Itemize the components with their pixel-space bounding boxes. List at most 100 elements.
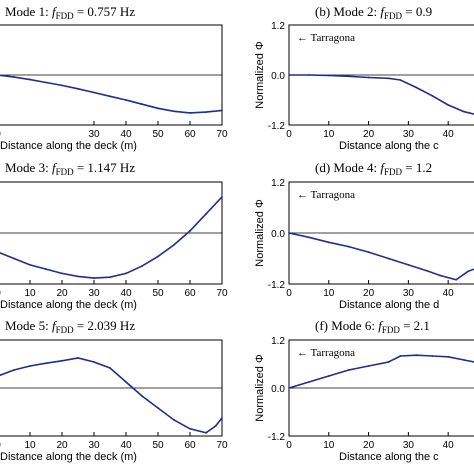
x-tick-label: 40 [120, 440, 132, 451]
panel-e: Mode 5: fFDD = 2.039 Hz 0 10 20 30 40 50 60 70 Di… [0, 318, 228, 463]
data-point [109, 95, 111, 98]
title-suffix: = 0.757 Hz [74, 4, 136, 19]
title-subscript: FDD [384, 167, 403, 177]
x-tick-label: 20 [363, 440, 375, 451]
title-suffix: = 1.147 Hz [74, 160, 136, 175]
data-point [467, 270, 469, 273]
data-point [327, 241, 330, 244]
data-point [109, 276, 111, 279]
x-axis-label: Distance along the c [339, 140, 439, 152]
data-point [447, 104, 450, 106]
data-point [61, 359, 63, 362]
x-tick-label: 40 [443, 129, 455, 140]
data-point [77, 87, 79, 90]
data-point [29, 78, 31, 81]
x-tick-label: 10 [323, 288, 335, 299]
data-point [77, 357, 79, 359]
data-point [347, 369, 350, 371]
x-tick-label: 50 [152, 288, 164, 299]
x-tick-label: 30 [403, 288, 415, 299]
title-prefix: Mode 5: [5, 318, 52, 333]
panel-title: Mode 1: fFDD = 0.757 Hz [5, 4, 135, 21]
data-point [77, 275, 79, 278]
panel-title: (d) Mode 4: fFDD = 1.2 [315, 160, 432, 177]
data-point [189, 112, 191, 114]
title-prefix: (d) Mode 4: [315, 160, 380, 175]
y-tick-label: 1.2 [271, 21, 285, 32]
data-point [109, 367, 111, 369]
x-tick-label: 30 [403, 129, 415, 140]
mode-shape-line [288, 354, 474, 389]
title-suffix: = 1.2 [402, 160, 432, 175]
title-f-symbol: f [52, 318, 58, 333]
data-point [307, 74, 310, 76]
data-point [447, 355, 450, 358]
data-point [327, 74, 330, 77]
mode-shape-line [0, 196, 223, 279]
panel-a: Mode 1: fFDD = 0.757 Hz 0 30 40 50 60 70 Distan… [0, 4, 228, 152]
title-suffix: = 2.1 [400, 318, 430, 333]
x-tick-label: 30 [88, 440, 100, 451]
title-f-symbol: f [52, 4, 58, 19]
data-point [415, 86, 418, 89]
y-tick-label: -1.2 [268, 280, 286, 291]
data-point [387, 361, 390, 363]
x-tick-label: 60 [184, 129, 196, 140]
x-tick-label: 30 [403, 440, 415, 451]
x-tick-label: 20 [56, 288, 68, 299]
x-tick-label: 0 [0, 440, 1, 451]
x-tick-label: 10 [323, 440, 335, 451]
data-point [141, 395, 143, 397]
x-tick-label: 20 [56, 440, 68, 451]
panel-title: Mode 3: fFDD = 1.147 Hz [5, 160, 135, 177]
data-point [288, 74, 290, 76]
data-point [173, 419, 175, 421]
tarragona-annotation: ← Tarragona [297, 189, 355, 201]
mode-shape-line [0, 357, 223, 434]
data-point [205, 431, 207, 434]
data-point [189, 427, 191, 430]
data-point [387, 77, 390, 80]
data-point [93, 277, 95, 279]
data-point [399, 355, 402, 357]
title-suffix: = 2.039 Hz [74, 318, 136, 333]
data-point [61, 272, 63, 275]
tarragona-annotation: ← Tarragona [297, 32, 355, 44]
title-subscript: FDD [56, 167, 75, 177]
title-f-symbol: f [380, 4, 386, 19]
panel-title: Mode 5: fFDD = 2.039 Hz [5, 318, 135, 335]
x-axis-label: Distance along the c [339, 451, 439, 463]
title-prefix: (f) Mode 6: [315, 318, 378, 333]
data-point [157, 255, 159, 258]
data-point [367, 76, 370, 79]
title-prefix: Mode 1: [5, 4, 52, 19]
data-point [463, 110, 465, 113]
mode-shape-line [289, 74, 474, 115]
x-tick-label: 20 [363, 129, 375, 140]
data-point [157, 107, 159, 110]
data-point [45, 81, 47, 84]
panel-title: (f) Mode 6: fFDD = 2.1 [315, 318, 430, 335]
x-tick-label: 10 [24, 440, 36, 451]
x-tick-label: 0 [0, 129, 1, 140]
data-point [399, 79, 402, 81]
data-point [29, 263, 31, 266]
title-f-symbol: f [52, 160, 58, 175]
y-tick-label: 0.0 [271, 384, 285, 395]
x-tick-label: 50 [152, 129, 164, 140]
panel-b: (b) Mode 2: fFDD = 0.9 0 10 20 30 40 1.2 0.0 -1.… [254, 4, 474, 152]
mode-shape-line [288, 232, 474, 281]
data-point [463, 359, 465, 361]
data-point [431, 355, 434, 357]
data-point [307, 381, 310, 383]
title-subscript: FDD [56, 11, 75, 21]
data-point [141, 103, 143, 106]
x-tick-label: 20 [363, 288, 375, 299]
title-prefix: Mode 3: [5, 160, 52, 175]
x-tick-label: 10 [323, 129, 335, 140]
x-tick-label: 0 [0, 288, 1, 299]
x-tick-label: 30 [88, 288, 100, 299]
data-point [13, 369, 15, 371]
x-tick-label: 70 [216, 288, 228, 299]
